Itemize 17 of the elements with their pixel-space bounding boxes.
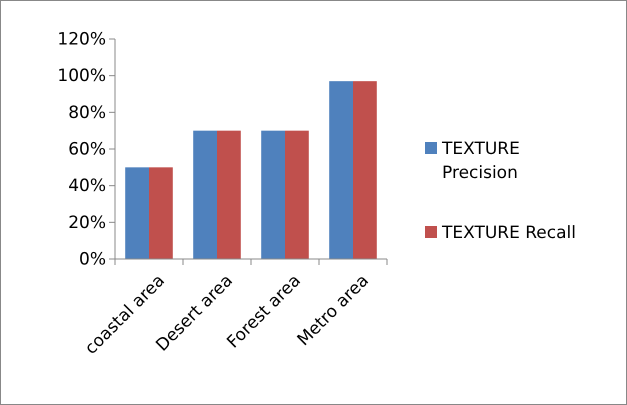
y-tick-label: 120%	[57, 29, 106, 50]
bar	[353, 81, 377, 259]
legend-label: TEXTURE Recall	[441, 223, 576, 243]
y-tick-label: 60%	[68, 139, 106, 160]
bar	[125, 167, 149, 259]
bar	[285, 130, 309, 259]
bar	[329, 81, 353, 259]
legend-label: TEXTURE Precision	[441, 139, 520, 183]
y-tick-label: 0%	[79, 249, 106, 270]
bar	[149, 167, 173, 259]
y-tick-label: 20%	[68, 212, 106, 233]
bar	[193, 130, 217, 259]
bar	[261, 130, 285, 259]
y-tick-label: 80%	[68, 102, 106, 123]
y-tick-label: 40%	[68, 176, 106, 196]
y-tick-label: 100%	[57, 66, 106, 86]
bar	[217, 130, 241, 259]
